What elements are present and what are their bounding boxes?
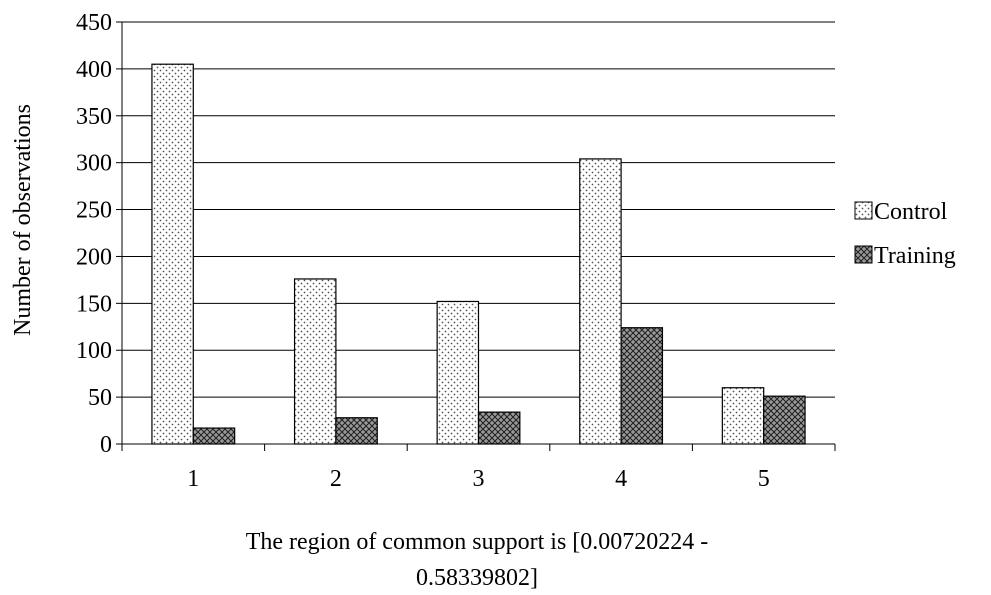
legend-label-training: Training: [874, 243, 956, 269]
axes: [116, 21, 836, 451]
tick-labels: 0 50 100 150 200 250 300 350 400 450 1 2 3 4 5: [76, 10, 770, 492]
legend-label-control: Control: [874, 199, 948, 225]
x-tick-label: 5: [758, 466, 770, 492]
x-tick-label: 3: [473, 466, 485, 492]
bar-training-4: [620, 327, 664, 445]
y-tick-label: 50: [88, 385, 112, 411]
legend-swatch-training: [854, 245, 873, 264]
y-tick-label: 400: [76, 57, 112, 83]
x-tick-label: 4: [615, 466, 627, 492]
y-tick-label: 350: [76, 104, 112, 130]
bar-training-2: [335, 417, 378, 445]
y-tick-label: 0: [100, 432, 112, 458]
bars: [151, 63, 806, 445]
bar-training-5: [763, 395, 806, 445]
y-tick-label: 200: [76, 244, 112, 270]
bar-control-3: [436, 300, 480, 445]
gridlines: [122, 21, 835, 398]
bar-training-3: [477, 411, 521, 445]
y-tick-label: 150: [76, 291, 112, 317]
bar-control-4: [579, 158, 622, 445]
x-axis-title-line-2: 0.58339802]: [416, 565, 538, 591]
x-axis-title-line-1: The region of common support is [0.00720…: [246, 529, 709, 555]
bar-control-5: [721, 387, 765, 445]
bar-control-2: [293, 278, 337, 445]
legend-swatch-control: [854, 201, 873, 220]
x-tick-label: 1: [187, 466, 199, 492]
x-tick-label: 2: [330, 466, 342, 492]
y-tick-label: 450: [76, 10, 112, 36]
legend: Control Training: [854, 199, 956, 269]
bar-control-1: [151, 63, 194, 445]
y-tick-label: 100: [76, 338, 112, 364]
bar-training-1: [192, 427, 236, 445]
y-tick-label: 300: [76, 151, 112, 177]
y-axis-title: Number of observations: [10, 104, 36, 336]
y-tick-label: 250: [76, 198, 112, 224]
